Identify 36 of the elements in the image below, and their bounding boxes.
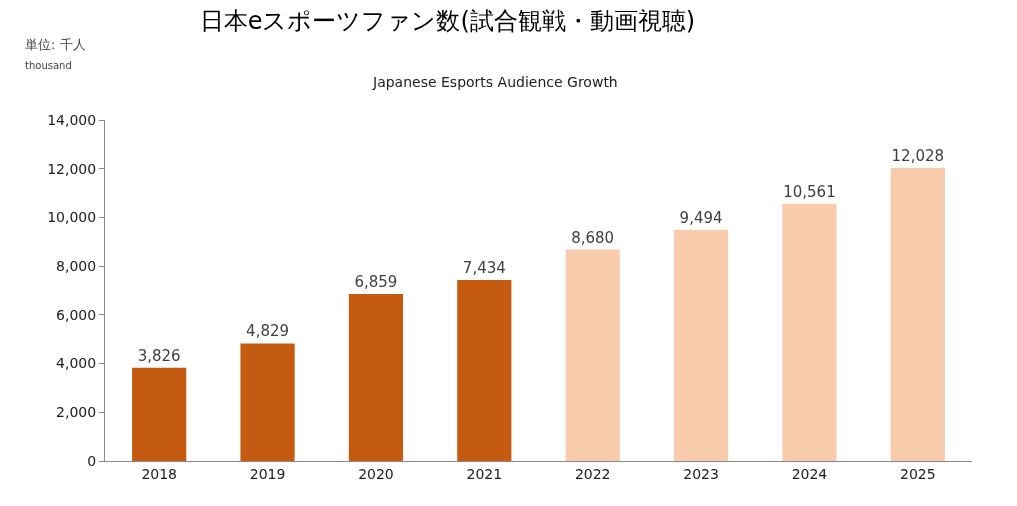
data-label: 7,434	[462, 258, 506, 277]
bar	[890, 168, 945, 461]
text: thousand	[25, 60, 72, 71]
x-tick-label: 2022	[574, 465, 611, 482]
data-label: 9,494	[679, 208, 723, 227]
x-tick-label: 2020	[358, 465, 394, 482]
x-tick-label: 2025	[899, 465, 936, 482]
y-tick-label: 2,000	[56, 404, 97, 421]
data-label: 8,680	[571, 228, 615, 247]
y-tick-label: 8,000	[56, 258, 97, 275]
bar	[240, 343, 295, 461]
y-tick-label: 4,000	[56, 355, 97, 372]
chart-subtitle: Japanese Esports Audience Growth	[372, 74, 618, 90]
bar	[348, 293, 404, 461]
x-tick-label: 2024	[791, 465, 828, 482]
bar	[132, 367, 187, 461]
y-tick-label: 12,000	[47, 160, 97, 177]
x-tick-label: 2018	[141, 465, 178, 482]
data-label: 4,829	[246, 322, 290, 341]
bar	[457, 279, 512, 461]
x-tick-label: 2021	[466, 465, 503, 482]
y-tick-label: 14,000	[47, 111, 97, 128]
y-tick-label: 0	[87, 452, 97, 469]
bar	[565, 249, 620, 461]
chart-title: 日本eスポーツファン数(試合観戦・動画視聴)	[199, 7, 696, 36]
text: 単位: 千人	[25, 37, 86, 52]
data-label: 3,826	[137, 346, 181, 365]
x-tick-label: 2023	[683, 465, 719, 482]
x-tick-label: 2019	[249, 465, 286, 482]
data-label: 6,859	[354, 272, 398, 291]
bar	[673, 229, 729, 461]
bar	[782, 203, 837, 461]
y-tick-label: 10,000	[47, 209, 97, 226]
y-tick-label: 6,000	[56, 306, 97, 323]
data-label: 10,561	[783, 182, 836, 201]
data-label: 12,028	[891, 147, 945, 166]
